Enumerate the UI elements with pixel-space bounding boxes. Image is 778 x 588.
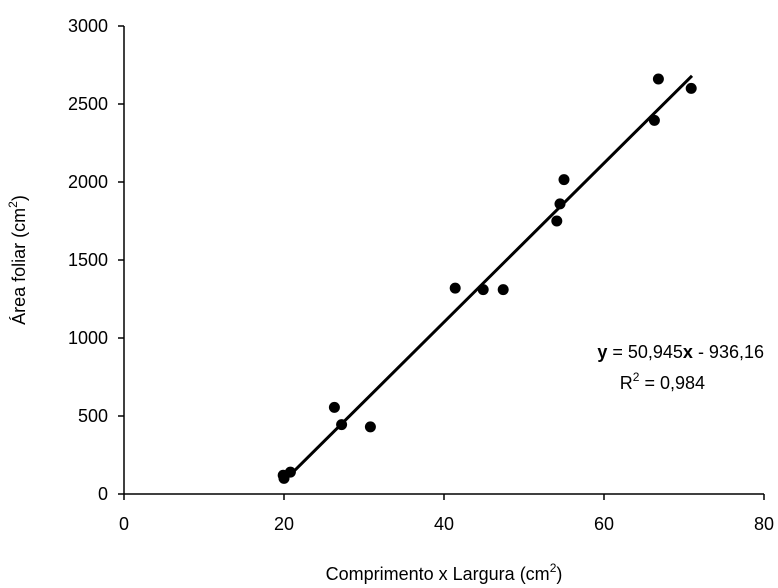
data-points xyxy=(277,73,697,484)
x-tick-label: 20 xyxy=(274,514,294,534)
y-axis-title-sup: 2 xyxy=(6,201,20,208)
y-tick-label: 0 xyxy=(98,484,108,504)
data-point xyxy=(328,401,340,413)
trendline-equation: y = 50,945x - 936,16 xyxy=(597,342,764,362)
equation-intercept: - 936,16 xyxy=(693,342,764,362)
y-tick-label: 2500 xyxy=(68,94,108,114)
data-point xyxy=(449,282,461,294)
r-squared-value: = 0,984 xyxy=(639,373,705,393)
data-point xyxy=(685,82,697,94)
equation-y-symbol: y xyxy=(597,342,607,362)
y-tick-label: 1500 xyxy=(68,250,108,270)
data-point xyxy=(551,215,563,227)
y-tick-label: 500 xyxy=(78,406,108,426)
x-axis-title-main: Comprimento x Largura (cm xyxy=(326,564,550,584)
equation-slope: = 50,945 xyxy=(607,342,683,362)
y-tick-label: 2000 xyxy=(68,172,108,192)
x-tick-label: 0 xyxy=(119,514,129,534)
axes xyxy=(123,26,764,495)
data-point xyxy=(336,419,348,431)
data-point xyxy=(284,466,296,478)
r-squared: R2 = 0,984 xyxy=(620,370,705,393)
trendline xyxy=(282,74,694,483)
y-tick-label: 3000 xyxy=(68,16,108,36)
trendline-group xyxy=(282,74,694,483)
x-tick-label: 60 xyxy=(594,514,614,534)
r-squared-prefix: R xyxy=(620,373,633,393)
ticks: 0 500 1000 1500 2000 2500 3000 0 20 40 60 80 xyxy=(68,16,774,534)
x-axis-title: Comprimento x Largura (cm2) xyxy=(326,561,563,584)
equation-x-symbol: x xyxy=(683,342,693,362)
data-point xyxy=(558,174,570,186)
x-tick-label: 80 xyxy=(754,514,774,534)
data-point xyxy=(652,73,664,85)
y-axis-title-end: ) xyxy=(9,195,29,201)
r-squared-sup: 2 xyxy=(633,370,640,384)
data-point xyxy=(477,284,489,296)
x-axis-title-end: ) xyxy=(556,564,562,584)
x-axis-title-sup: 2 xyxy=(550,561,557,575)
data-point xyxy=(648,114,660,126)
data-point xyxy=(364,421,376,433)
y-axis-title: Área foliar (cm2) xyxy=(6,195,29,325)
y-axis-title-main: Área foliar (cm xyxy=(9,208,29,325)
x-tick-label: 40 xyxy=(434,514,454,534)
data-point xyxy=(497,284,509,296)
y-tick-label: 1000 xyxy=(68,328,108,348)
data-point xyxy=(554,198,566,210)
